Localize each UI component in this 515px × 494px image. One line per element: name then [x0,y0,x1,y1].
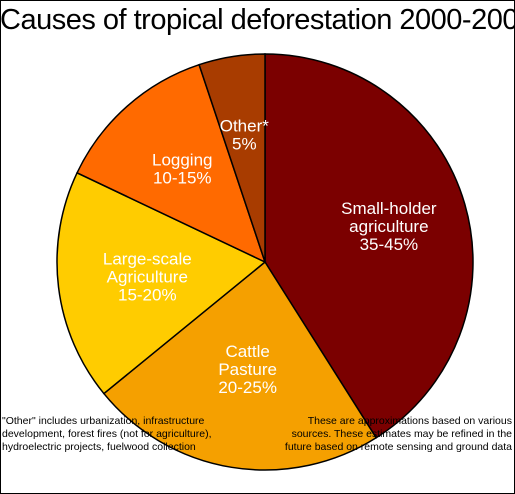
footnote-other: "Other" includes urbanization, infrastru… [2,415,212,454]
pie-slice-0 [264,53,474,439]
slice-label-4: Other* 5% [220,117,270,154]
chart-title: Causes of tropical deforestation 2000-20… [0,4,515,36]
slice-label-3: Logging 10-15% [152,151,213,188]
slice-label-1: Cattle Pasture 20-25% [218,342,277,397]
footnote-approximations: These are approximations based on variou… [284,415,512,454]
pie-slice-2 [56,171,267,395]
slice-label-2: Large-scale Agriculture 15-20% [103,249,192,304]
pie-slice-1 [102,260,378,471]
slice-label-0: Small-holder agriculture 35-45% [341,199,437,254]
pie-slice-3 [76,63,267,264]
pie-slice-4 [198,53,266,263]
